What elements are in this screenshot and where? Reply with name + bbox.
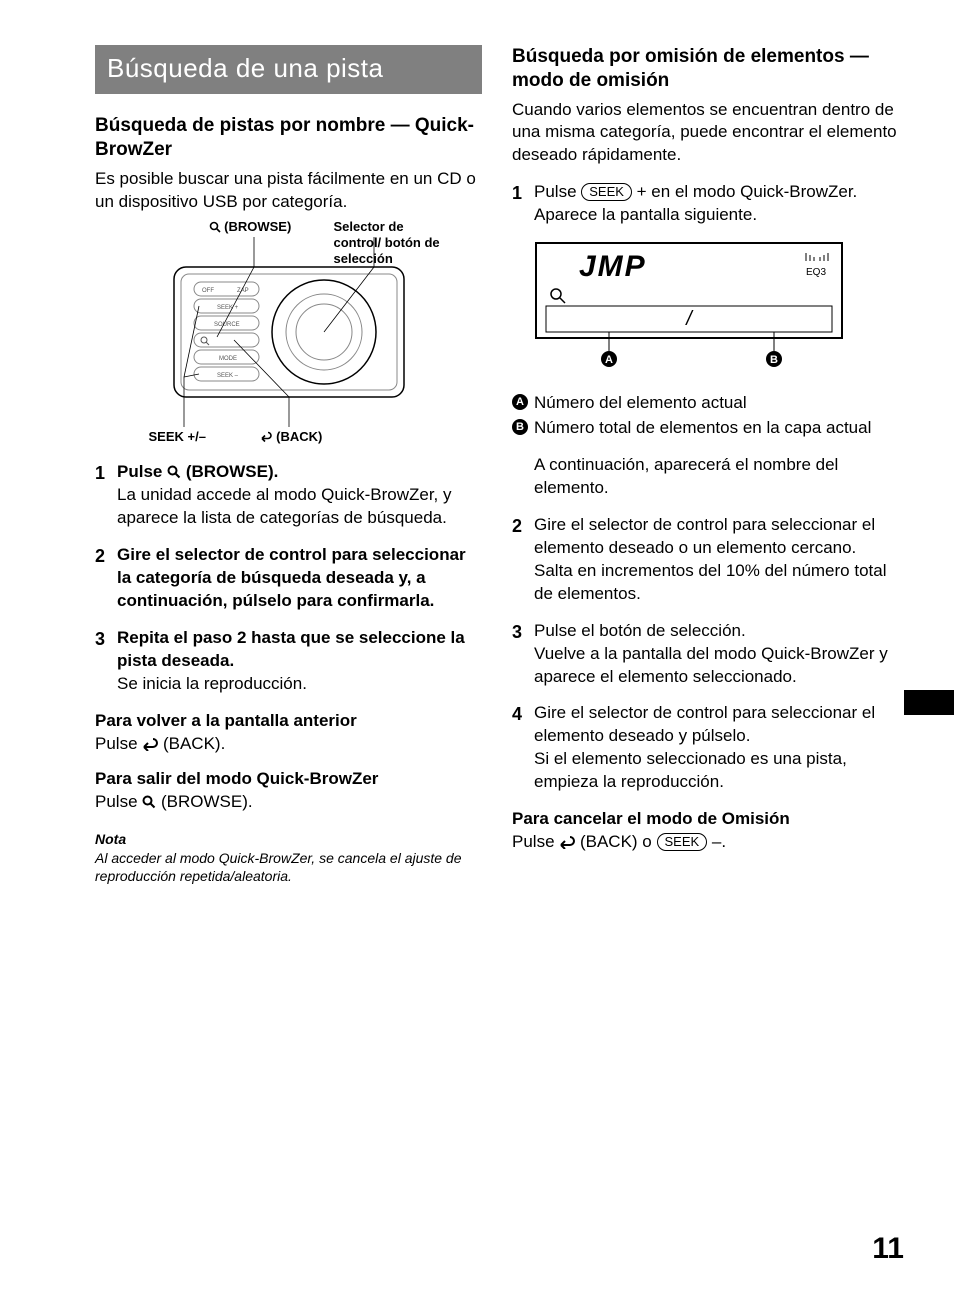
l2: Salta en incrementos del 10% del número …	[534, 561, 886, 603]
t: (BROWSE).	[181, 462, 278, 481]
step-body: La unidad accede al modo Quick-BrowZer, …	[117, 485, 452, 527]
t: (BACK).	[158, 734, 225, 753]
note-title: Nota	[95, 830, 482, 849]
svg-text:SEEK –: SEEK –	[217, 373, 239, 379]
badge-a: A	[512, 394, 528, 410]
legend-a: A Número del elemento actual	[512, 392, 899, 415]
exit-block: Para salir del modo Quick-BrowZer Pulse …	[95, 768, 482, 814]
step-num: 4	[512, 702, 522, 726]
seek-key: SEEK	[657, 833, 708, 851]
page-number: 11	[872, 1229, 904, 1270]
t: Pulse	[95, 792, 142, 811]
l1: Gire el selector de control para selecci…	[534, 703, 875, 745]
t: Pulse	[512, 832, 559, 851]
l2: Si el elemento seleccionado es una pista…	[534, 749, 847, 791]
step-2: 2 Gire el selector de control para selec…	[95, 544, 482, 613]
legend-a-text: Número del elemento actual	[534, 393, 747, 412]
step-1: 1 Pulse (BROWSE). La unidad accede al mo…	[95, 461, 482, 530]
step-1: 1 Pulse SEEK + en el modo Quick-BrowZer.…	[512, 181, 899, 227]
badge-b: B	[512, 419, 528, 435]
intro-text: Es posible buscar una pista fácilmente e…	[95, 168, 482, 214]
step-title: Repita el paso 2 hasta que se seleccione…	[117, 628, 465, 670]
label-browse-text: (BROWSE)	[224, 219, 291, 234]
intro-text: Cuando varios elementos se encuentran de…	[512, 99, 899, 168]
t: + en el modo Quick-BrowZer.	[632, 182, 857, 201]
note-body: Al acceder al modo Quick-BrowZer, se can…	[95, 849, 482, 885]
step-num: 3	[512, 620, 522, 644]
step-num: 2	[512, 514, 522, 538]
legend-b: B Número total de elementos en la capa a…	[512, 417, 899, 440]
cancel-body: Pulse (BACK) o SEEK –.	[512, 831, 899, 854]
t: –.	[707, 832, 726, 851]
back-icon	[142, 738, 158, 751]
step-4: 4 Gire el selector de control para selec…	[512, 702, 899, 794]
search-icon	[167, 465, 181, 479]
subheading-quickbrowzer: Búsqueda de pistas por nombre — Quick-Br…	[95, 114, 482, 162]
exit-body: Pulse (BROWSE).	[95, 791, 482, 814]
step-body: Se inicia la reproducción.	[117, 674, 307, 693]
svg-text:A: A	[605, 354, 613, 366]
note-block: Nota Al acceder al modo Quick-BrowZer, s…	[95, 830, 482, 885]
back-icon	[559, 836, 575, 849]
t: Pulse	[534, 182, 581, 201]
side-tab	[904, 690, 954, 715]
legend-b-text: Número total de elementos en la capa act…	[534, 418, 871, 437]
step-title: Gire el selector de control para selecci…	[117, 545, 466, 610]
seek-key: SEEK	[581, 183, 632, 201]
step-2: 2 Gire el selector de control para selec…	[512, 514, 899, 606]
left-column: Búsqueda de una pista Búsqueda de pistas…	[95, 45, 482, 885]
search-icon	[142, 795, 156, 809]
t: Pulse	[117, 462, 167, 481]
step-num: 1	[512, 181, 522, 205]
label-back-text: (BACK)	[276, 429, 322, 444]
return-block: Para volver a la pantalla anterior Pulse…	[95, 710, 482, 756]
return-body: Pulse (BACK).	[95, 733, 482, 756]
l1: Pulse el botón de selección.	[534, 621, 746, 640]
svg-text:OFF: OFF	[202, 288, 214, 294]
t: (BROWSE).	[156, 792, 252, 811]
return-title: Para volver a la pantalla anterior	[95, 710, 482, 733]
label-seek: SEEK +/–	[149, 429, 206, 445]
step-3: 3 Repita el paso 2 hasta que se seleccio…	[95, 627, 482, 696]
l2: Vuelve a la pantalla del modo Quick-Brow…	[534, 644, 888, 686]
subheading-jump: Búsqueda por omisión de elementos — modo…	[512, 45, 899, 93]
device-diagram: OFF ZAP SEEK + SOURCE MODE SEEK –	[149, 227, 429, 447]
t: (BACK) o	[575, 832, 656, 851]
cancel-block: Para cancelar el modo de Omisión Pulse (…	[512, 808, 899, 854]
section-banner: Búsqueda de una pista	[95, 45, 482, 94]
step-title: Pulse (BROWSE).	[117, 462, 278, 481]
svg-text:MODE: MODE	[219, 356, 237, 362]
svg-text:SOURCE: SOURCE	[214, 322, 240, 328]
l1: Gire el selector de control para selecci…	[534, 515, 875, 557]
svg-text:JMP: JMP	[579, 250, 647, 283]
continuation: A continuación, aparecerá el nombre del …	[534, 454, 899, 500]
svg-text:/: /	[684, 308, 694, 330]
label-selector: Selector de control/ botón de selección	[334, 219, 454, 266]
svg-text:B: B	[770, 354, 778, 366]
step-3: 3 Pulse el botón de selección. Vuelve a …	[512, 620, 899, 689]
step-after: Aparece la pantalla siguiente.	[534, 205, 757, 224]
svg-text:SEEK +: SEEK +	[217, 305, 239, 311]
right-column: Búsqueda por omisión de elementos — modo…	[512, 45, 899, 885]
step-num: 3	[95, 627, 105, 651]
label-back: (BACK)	[259, 429, 323, 445]
step-num: 1	[95, 461, 105, 485]
svg-text:EQ3: EQ3	[806, 267, 826, 278]
t: Pulse	[95, 734, 142, 753]
exit-title: Para salir del modo Quick-BrowZer	[95, 768, 482, 791]
cancel-title: Para cancelar el modo de Omisión	[512, 808, 899, 831]
step-num: 2	[95, 544, 105, 568]
screen-diagram: JMP EQ3 / A B	[534, 241, 844, 378]
step-line: Pulse SEEK + en el modo Quick-BrowZer.	[534, 182, 857, 201]
label-browse: (BROWSE)	[209, 219, 292, 235]
